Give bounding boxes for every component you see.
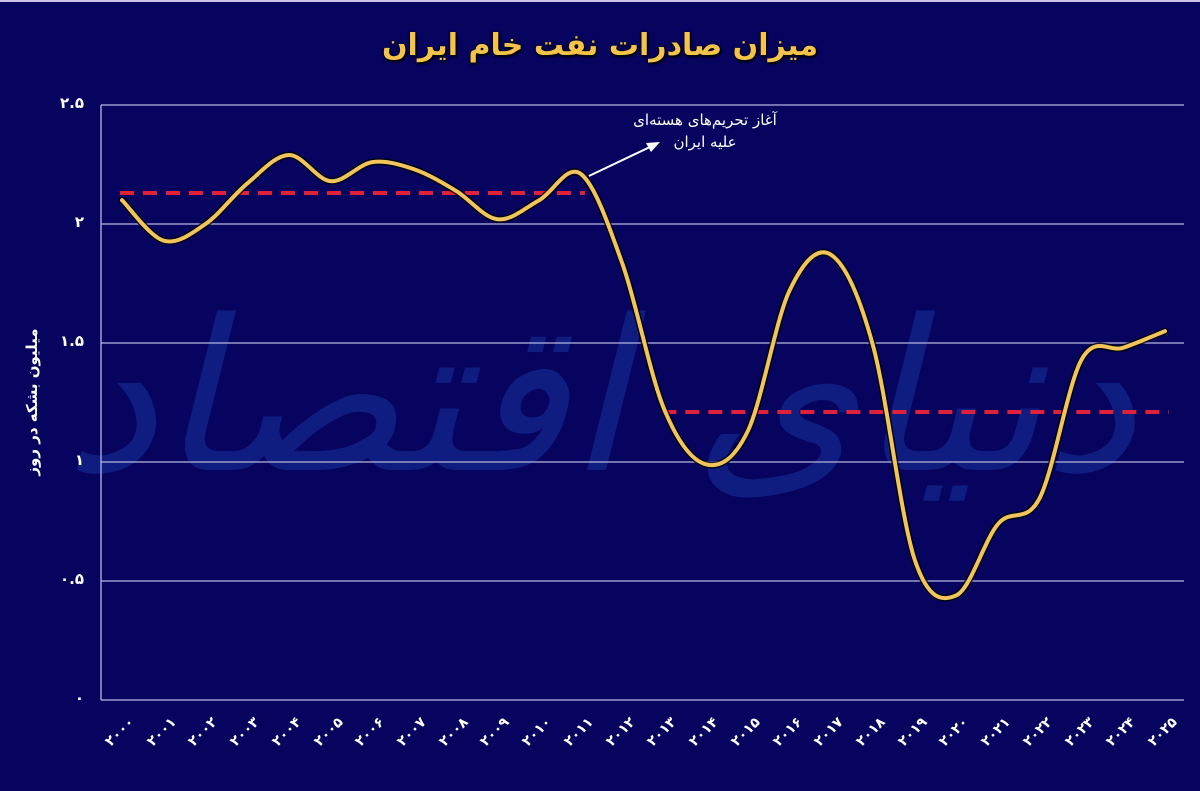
y-tick-label: ۱.۵ bbox=[59, 332, 84, 350]
sanctions-annotation: آغاز تحریم‌های هسته‌ای علیه ایران bbox=[600, 109, 810, 153]
annotation-line-1: آغاز تحریم‌های هسته‌ای bbox=[633, 111, 777, 129]
y-tick-label: ۱ bbox=[74, 451, 84, 469]
annotation-arrow bbox=[588, 142, 660, 177]
annotation-line-2: علیه ایران bbox=[673, 133, 737, 151]
svg-text:دنیای اقتصاد: دنیای اقتصاد bbox=[64, 275, 1137, 520]
y-tick-label: ۰.۵ bbox=[59, 570, 84, 588]
y-tick-label: ۲ bbox=[74, 213, 84, 231]
data-series bbox=[118, 151, 1169, 602]
y-axis-label: میلیون بشکه در روز bbox=[23, 328, 41, 476]
y-tick-label: ۲.۵ bbox=[59, 94, 84, 112]
top-border bbox=[0, 0, 1200, 2]
chart-title: میزان صادرات نفت خام ایران bbox=[381, 28, 819, 63]
series-line bbox=[120, 152, 1167, 600]
average-reference-lines bbox=[120, 191, 1169, 415]
y-tick-label: ۰ bbox=[74, 689, 84, 707]
watermark: دنیای اقتصاد bbox=[64, 275, 1137, 520]
